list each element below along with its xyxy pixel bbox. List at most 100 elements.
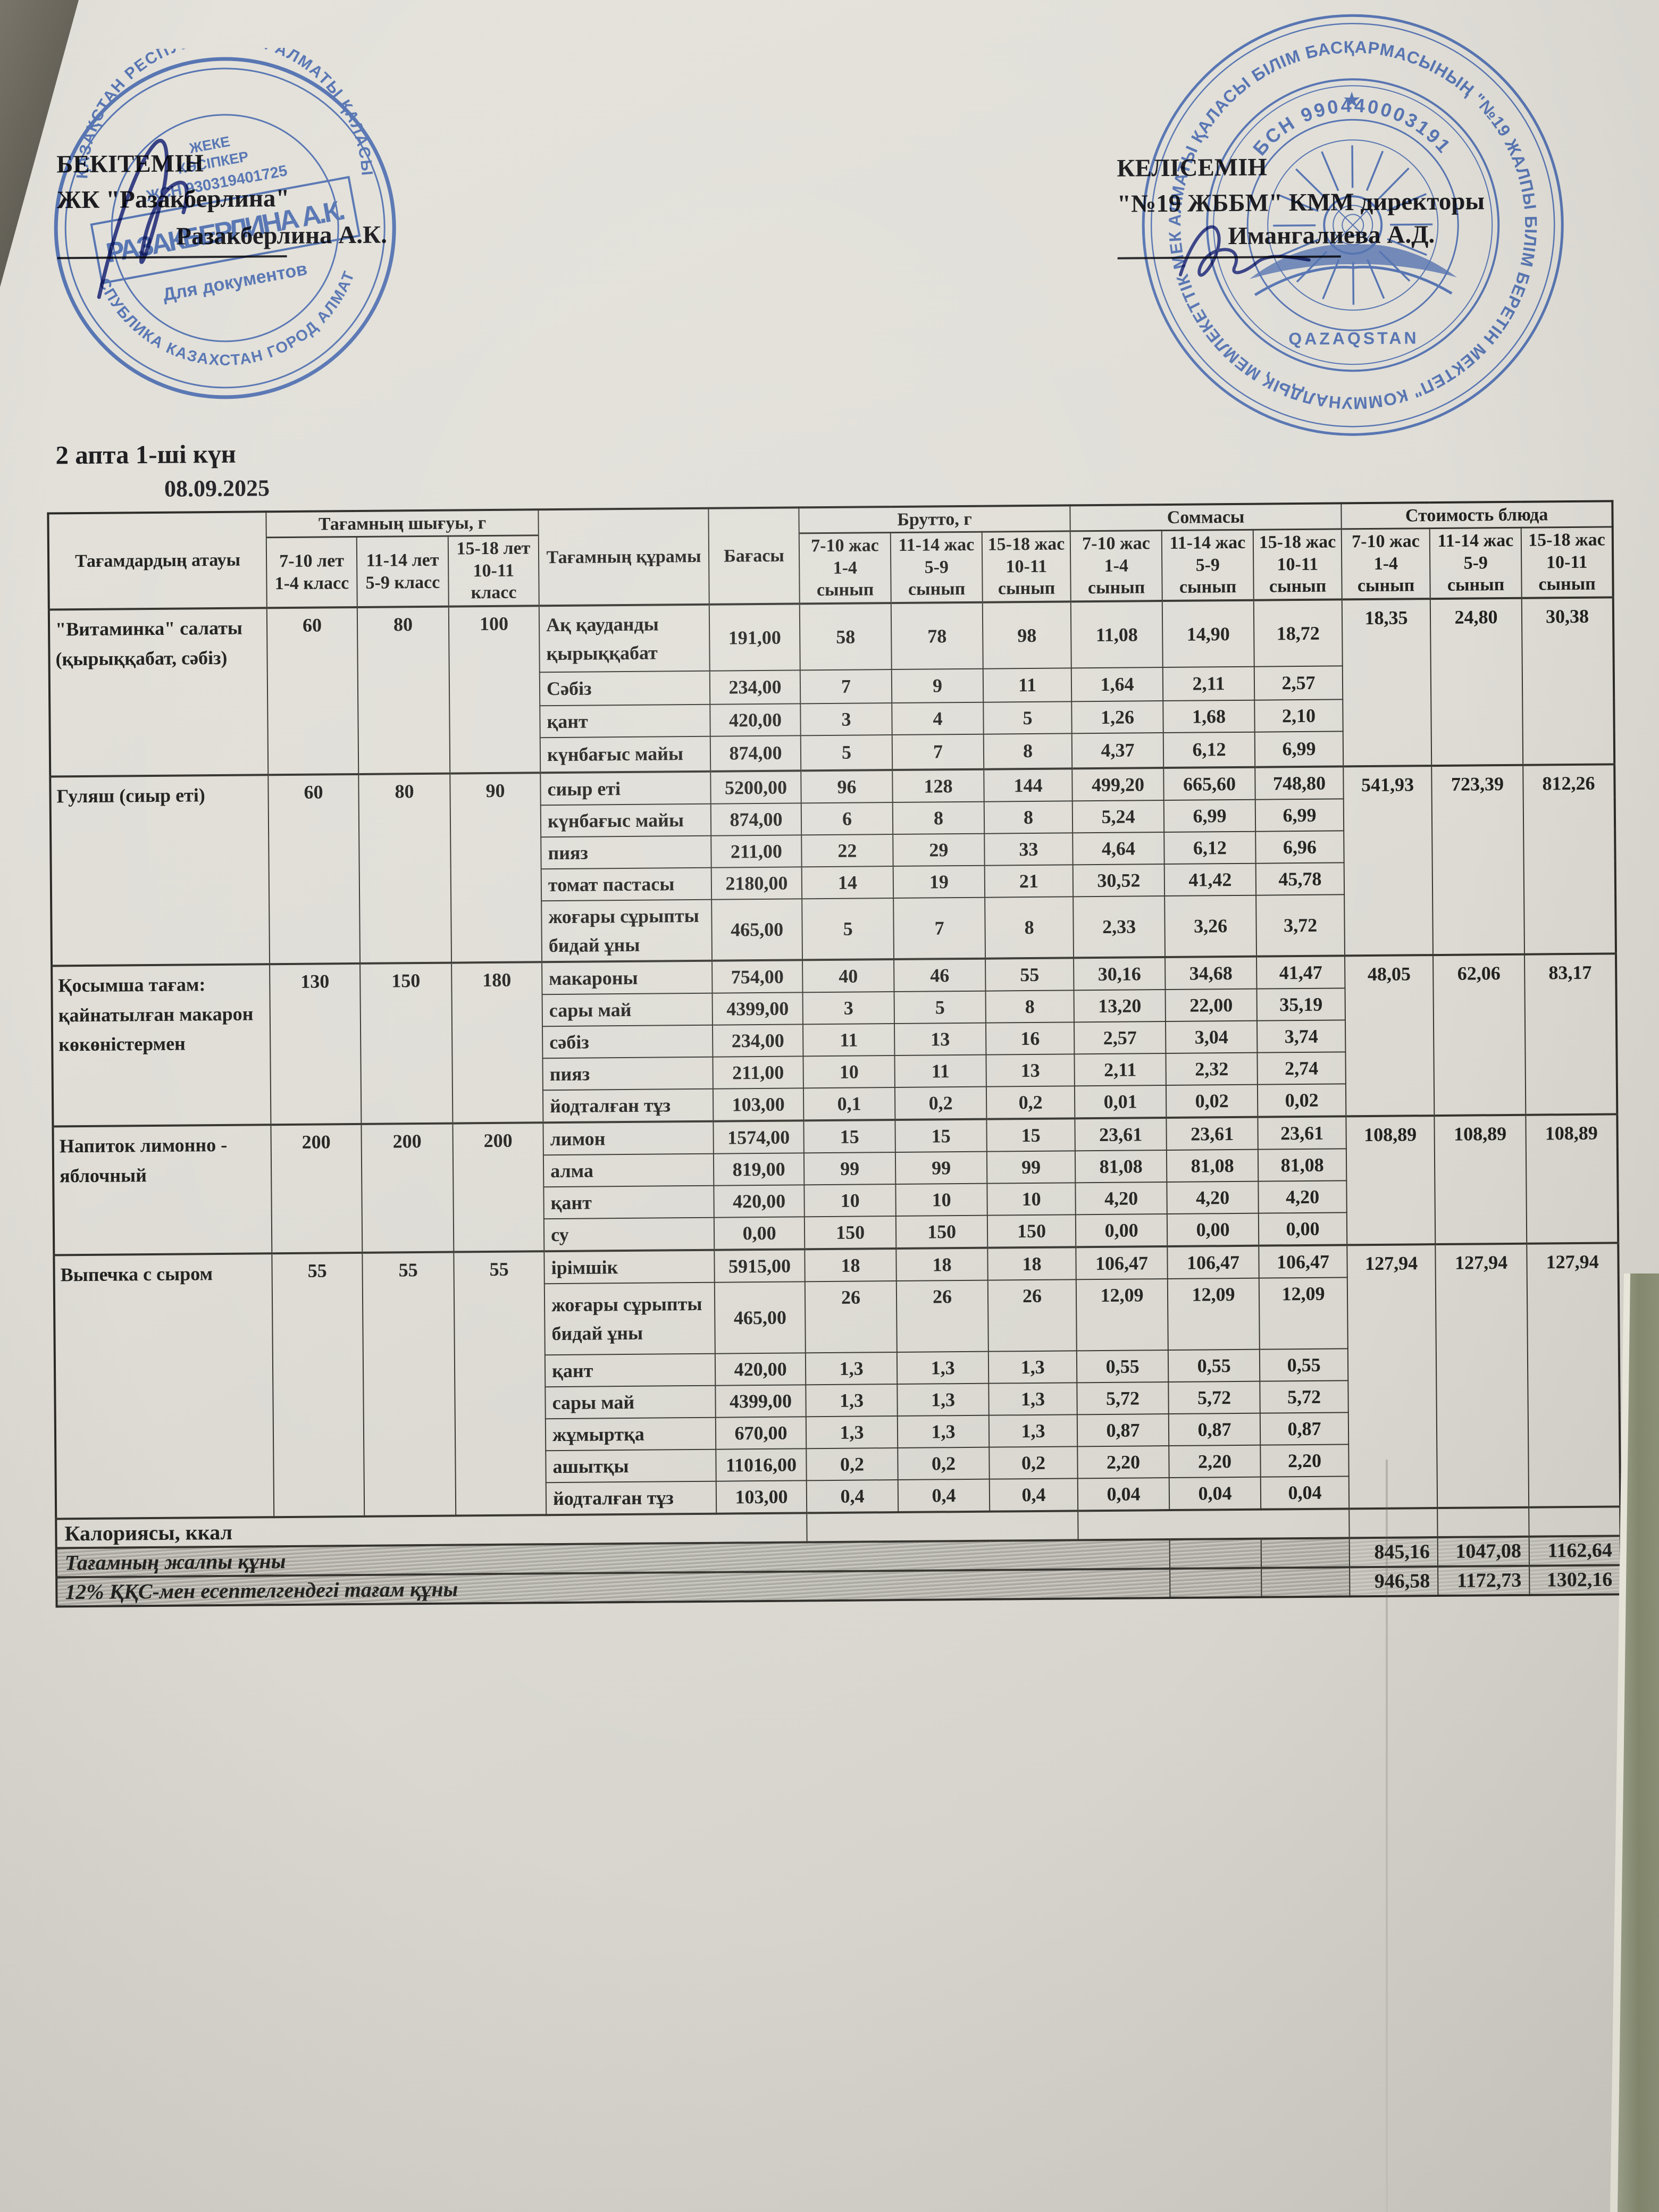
brutto-cell: 19 — [893, 865, 985, 898]
signature-left — [97, 139, 189, 299]
brutto-cell: 6 — [801, 802, 893, 835]
yield-cell: 60 — [268, 774, 361, 965]
svg-text:★: ★ — [1342, 88, 1361, 112]
price-cell: 191,00 — [709, 604, 800, 671]
price-cell: 11016,00 — [716, 1448, 807, 1481]
ingredient-cell: жоғары сұрыпты бидай ұны — [544, 1282, 715, 1355]
ingredient-cell: сәбіз — [542, 1025, 713, 1059]
somma-cell: 1,26 — [1071, 700, 1163, 734]
somma-cell: 34,68 — [1165, 956, 1257, 990]
empty-cell — [1169, 1538, 1262, 1569]
brutto-cell: 13 — [986, 1054, 1075, 1087]
somma-cell: 4,20 — [1075, 1182, 1167, 1215]
brutto-cell: 1,3 — [806, 1415, 898, 1449]
price-cell: 5915,00 — [714, 1249, 805, 1283]
empty-cell — [1261, 1538, 1350, 1568]
brutto-cell: 0,4 — [989, 1478, 1078, 1512]
brutto-cell: 9 — [891, 668, 984, 703]
ingredient-cell: қант — [544, 1353, 716, 1387]
brutto-cell: 7 — [893, 897, 986, 959]
col-header-yield-group: Тағамның шығуы, г — [266, 509, 539, 538]
col-header-cost-1: 7-10 жас 1-4 сынып — [1341, 529, 1430, 600]
somma-cell: 30,52 — [1073, 864, 1165, 897]
brutto-cell: 5 — [802, 898, 894, 960]
somma-cell: 0,87 — [1260, 1412, 1349, 1445]
brutto-cell: 1,3 — [897, 1415, 990, 1448]
col-header-somma-group: Соммасы — [1070, 503, 1342, 532]
cost-cell: 24,80 — [1430, 598, 1523, 766]
somma-cell: 0,01 — [1074, 1085, 1167, 1119]
somma-cell: 0,87 — [1077, 1413, 1169, 1447]
cost-cell: 723,39 — [1431, 765, 1525, 955]
price-cell: 2180,00 — [711, 867, 802, 900]
brutto-cell: 150 — [895, 1215, 988, 1249]
brutto-cell: 0,2 — [806, 1447, 898, 1481]
cost-cell: 108,89 — [1346, 1115, 1436, 1245]
somma-cell: 2,11 — [1162, 666, 1255, 701]
brutto-cell: 78 — [891, 602, 983, 669]
cost-cell: 127,94 — [1347, 1244, 1438, 1509]
ingredient-cell: су — [543, 1217, 715, 1252]
menu-date: 08.09.2025 — [164, 475, 270, 502]
brutto-cell: 7 — [800, 669, 892, 704]
somma-cell: 2,20 — [1077, 1445, 1169, 1479]
brutto-cell: 22 — [801, 834, 893, 867]
brutto-cell: 13 — [894, 1023, 986, 1055]
somma-cell: 3,26 — [1164, 895, 1257, 957]
yield-cell: 200 — [361, 1123, 454, 1253]
brutto-cell: 150 — [804, 1216, 896, 1250]
somma-cell: 12,09 — [1259, 1277, 1348, 1350]
col-header-brutto-2: 11-14 жас 5-9 сынып — [890, 532, 983, 603]
somma-cell: 106,47 — [1076, 1246, 1168, 1280]
somma-cell: 6,12 — [1163, 732, 1255, 768]
brutto-cell: 96 — [801, 769, 893, 803]
somma-cell: 23,61 — [1166, 1117, 1258, 1150]
brutto-cell: 144 — [984, 768, 1073, 802]
brutto-cell: 1,3 — [988, 1414, 1078, 1447]
vat-value: 946,58 — [1350, 1566, 1438, 1597]
empty-cell — [1529, 1506, 1621, 1537]
page-title: 2 апта 1-ші күн — [55, 439, 237, 470]
somma-cell: 5,72 — [1168, 1381, 1260, 1414]
somma-cell: 6,96 — [1255, 831, 1344, 864]
ingredient-cell: алма — [543, 1153, 714, 1187]
somma-cell: 4,37 — [1071, 732, 1164, 769]
brutto-cell: 1,3 — [806, 1384, 898, 1417]
price-cell: 465,00 — [711, 899, 803, 961]
vat-value: 1302,16 — [1529, 1565, 1621, 1596]
brutto-cell: 8 — [984, 801, 1073, 834]
brutto-cell: 5 — [800, 734, 893, 771]
brutto-cell: 33 — [984, 833, 1073, 866]
somma-cell: 0,00 — [1075, 1213, 1168, 1247]
col-header-age-2: 11-14 лет 5-9 класс — [356, 536, 449, 607]
somma-cell: 11,08 — [1070, 600, 1163, 668]
yield-cell: 200 — [453, 1122, 544, 1252]
brutto-cell: 21 — [984, 865, 1074, 898]
ingredient-cell: қант — [543, 1185, 714, 1219]
somma-cell: 13,20 — [1074, 989, 1166, 1023]
brutto-cell: 0,4 — [898, 1479, 990, 1512]
somma-cell: 41,47 — [1256, 956, 1345, 989]
col-header-dish: Тағамдардың атауы — [48, 512, 267, 610]
cost-cell: 62,06 — [1433, 954, 1526, 1116]
brutto-cell: 4 — [892, 702, 984, 735]
price-cell: 819,00 — [713, 1153, 805, 1186]
ingredient-cell: Ақ қауданды қырыққабат — [539, 604, 710, 673]
brutto-cell: 1,3 — [897, 1383, 989, 1416]
ingredient-cell: сары май — [542, 993, 713, 1027]
ingredient-cell: пияз — [542, 1057, 713, 1091]
total-value: 1047,08 — [1437, 1536, 1530, 1567]
somma-cell: 41,42 — [1164, 863, 1256, 896]
price-cell: 874,00 — [710, 735, 801, 772]
empty-cell — [1078, 1509, 1350, 1540]
yield-cell: 150 — [360, 962, 453, 1124]
brutto-cell: 29 — [893, 833, 985, 866]
somma-cell: 2,20 — [1169, 1445, 1261, 1478]
col-header-cost-2: 11-14 жас 5-9 сынып — [1429, 527, 1522, 599]
brutto-cell: 18 — [987, 1247, 1076, 1280]
ingredient-cell: Сәбіз — [539, 671, 710, 706]
somma-cell: 12,09 — [1167, 1278, 1260, 1350]
cost-cell: 812,26 — [1523, 764, 1616, 954]
cost-cell: 18,35 — [1342, 598, 1432, 767]
price-cell: 754,00 — [712, 960, 803, 993]
